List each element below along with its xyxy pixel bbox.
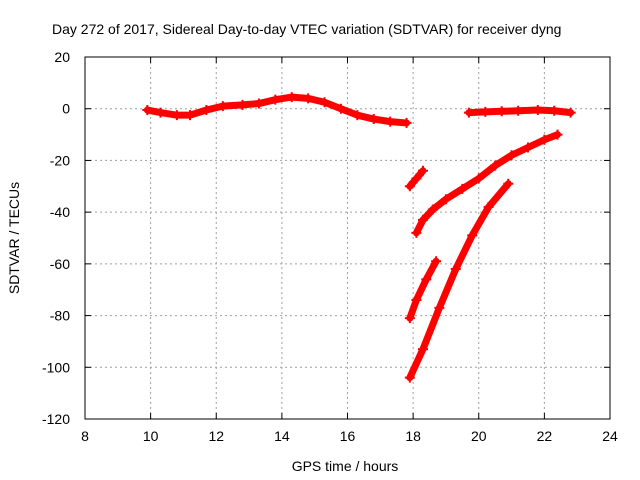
- data-point: [440, 194, 451, 205]
- data-point: [385, 116, 396, 127]
- data-point: [467, 230, 478, 241]
- data-point: [539, 134, 550, 145]
- data-points: [142, 92, 576, 383]
- data-point: [490, 160, 501, 171]
- y-tick-label: 0: [62, 101, 70, 117]
- data-point: [434, 302, 445, 313]
- data-point: [368, 114, 379, 125]
- data-point: [352, 110, 363, 121]
- data-point: [404, 181, 415, 192]
- y-tick-label: -60: [50, 256, 70, 272]
- data-point: [201, 105, 212, 116]
- y-tick-label: -40: [50, 204, 70, 220]
- data-point: [496, 106, 507, 117]
- data-point: [552, 129, 563, 140]
- data-point: [319, 97, 330, 108]
- data-point: [463, 107, 474, 118]
- x-tick-label: 10: [143, 428, 159, 444]
- data-point: [417, 214, 428, 225]
- x-tick-label: 20: [471, 428, 487, 444]
- data-point: [506, 150, 517, 161]
- data-point: [417, 344, 428, 355]
- data-point: [411, 295, 422, 306]
- grid: [85, 57, 610, 419]
- data-point: [450, 264, 461, 275]
- y-tick-label: -100: [42, 359, 70, 375]
- data-point: [142, 105, 153, 116]
- data-point: [404, 372, 415, 383]
- data-point: [473, 173, 484, 184]
- data-point: [411, 227, 422, 238]
- data-point: [411, 173, 422, 184]
- data-point: [480, 106, 491, 117]
- data-point: [532, 105, 543, 116]
- axis-ticks: [84, 56, 611, 420]
- data-point: [427, 204, 438, 215]
- y-tick-label: -120: [42, 411, 70, 427]
- data-point: [421, 274, 432, 285]
- data-point: [522, 142, 533, 153]
- data-point: [417, 165, 428, 176]
- x-tick-label: 16: [340, 428, 356, 444]
- data-point: [457, 183, 468, 194]
- x-tick-label: 8: [81, 428, 89, 444]
- x-tick-label: 12: [208, 428, 224, 444]
- data-point: [286, 92, 297, 103]
- series-trace: [143, 93, 411, 127]
- data-point: [549, 105, 560, 116]
- data-point: [303, 93, 314, 104]
- data-point: [513, 105, 524, 116]
- x-axis-label: GPS time / hours: [292, 458, 399, 474]
- data-point: [185, 110, 195, 121]
- series-trace: [406, 257, 440, 322]
- data-point: [171, 110, 182, 121]
- y-tick-label: -20: [50, 152, 70, 168]
- x-tick-labels: 8 10 12 14 16 18 20 22 24: [81, 428, 618, 444]
- x-tick-label: 22: [537, 428, 553, 444]
- data-point: [401, 117, 412, 128]
- y-tick-label: -80: [50, 308, 70, 324]
- y-axis-label: SDTVAR / TECUs: [6, 182, 22, 294]
- y-tick-label: 20: [54, 49, 70, 65]
- x-tick-label: 18: [405, 428, 421, 444]
- data-point: [335, 103, 346, 114]
- data-point: [155, 107, 166, 118]
- chart-title: Day 272 of 2017, Sidereal Day-to-day VTE…: [52, 21, 561, 37]
- data-point: [237, 99, 248, 110]
- y-tick-labels: 20 0 -20 -40 -60 -80 -100 -120: [42, 49, 70, 427]
- data-point: [503, 178, 514, 189]
- data-point: [253, 98, 264, 109]
- data-point: [565, 107, 576, 118]
- data-point: [270, 94, 281, 105]
- data-point: [217, 101, 228, 112]
- data-point: [431, 256, 442, 267]
- series-trace: [412, 131, 561, 237]
- x-tick-label: 24: [602, 428, 618, 444]
- data-point: [483, 201, 494, 212]
- x-tick-label: 14: [274, 428, 290, 444]
- data-point: [404, 313, 415, 324]
